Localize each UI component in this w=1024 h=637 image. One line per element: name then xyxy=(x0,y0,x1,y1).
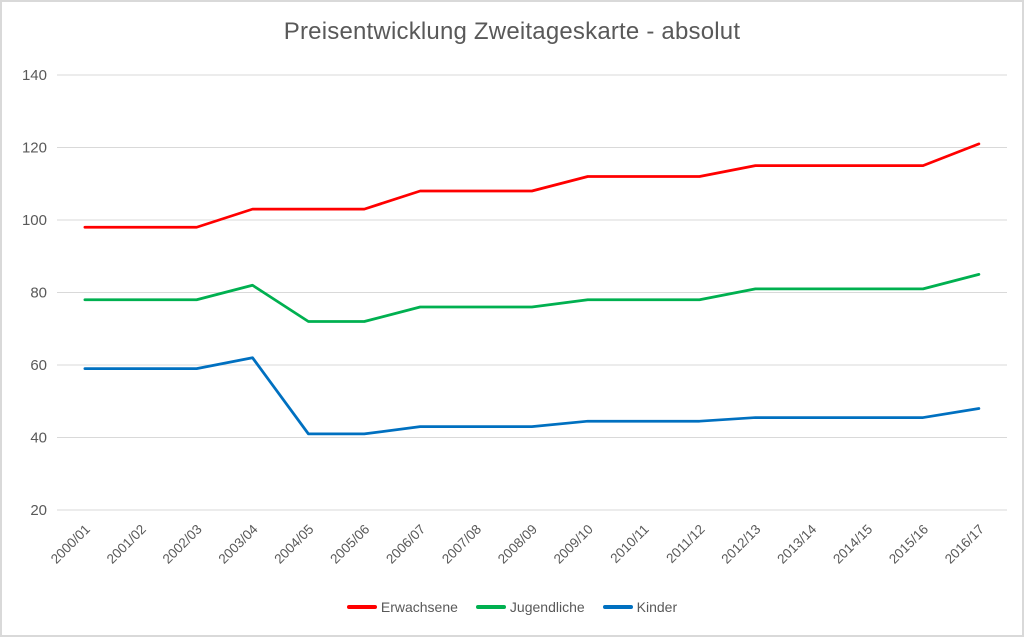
series-line-jugendliche xyxy=(83,273,981,323)
x-axis-tick-label: 2010/11 xyxy=(607,522,651,566)
x-axis-tick-label: 2009/10 xyxy=(551,522,596,567)
x-axis-tick-label: 2001/02 xyxy=(104,522,149,567)
y-axis-tick-label: 80 xyxy=(30,285,47,302)
x-axis-tick-label: 2005/06 xyxy=(327,522,372,567)
legend-item-erwachsene: Erwachsene xyxy=(346,599,458,615)
x-axis-tick-label: 2015/16 xyxy=(886,522,931,567)
x-axis-tick-label: 2000/01 xyxy=(48,522,93,567)
x-axis-tick-label: 2011/12 xyxy=(663,522,707,566)
x-axis-tick-label: 2008/09 xyxy=(495,522,540,567)
y-axis-tick-label: 40 xyxy=(30,430,47,447)
x-axis-tick-label: 2013/14 xyxy=(774,521,819,566)
legend-item-kinder: Kinder xyxy=(602,599,678,615)
y-axis-tick-label: 120 xyxy=(22,140,47,157)
x-axis-tick-label: 2004/05 xyxy=(271,522,316,567)
y-axis-tick-label: 100 xyxy=(22,212,47,229)
x-axis-tick-label: 2014/15 xyxy=(830,522,875,567)
chart-title: Preisentwicklung Zweitageskarte - absolu… xyxy=(283,18,741,45)
legend-label: Jugendliche xyxy=(509,599,585,615)
x-axis-tick-label: 2016/17 xyxy=(942,522,987,567)
y-axis-tick-label: 140 xyxy=(22,67,47,84)
series-line-erwachsene xyxy=(83,142,981,229)
x-axis-tick-label: 2006/07 xyxy=(383,522,428,567)
legend-label: Kinder xyxy=(636,599,678,615)
x-axis-tick-label: 2007/08 xyxy=(439,522,484,567)
x-axis-tick-label: 2003/04 xyxy=(216,521,261,566)
series-line-kinder xyxy=(83,356,981,436)
y-axis-tick-label: 20 xyxy=(30,502,47,519)
x-axis-tick-label: 2002/03 xyxy=(160,522,205,567)
legend-label: Erwachsene xyxy=(380,599,458,615)
x-axis-tick-label: 2012/13 xyxy=(718,522,763,567)
legend-line-swatch xyxy=(602,605,633,609)
y-axis-tick-label: 60 xyxy=(30,357,47,374)
legend: Erwachsene Jugendliche Kinder xyxy=(2,599,1022,615)
legend-item-jugendliche: Jugendliche xyxy=(475,599,585,615)
legend-line-swatch xyxy=(346,605,377,609)
legend-line-swatch xyxy=(475,605,506,609)
